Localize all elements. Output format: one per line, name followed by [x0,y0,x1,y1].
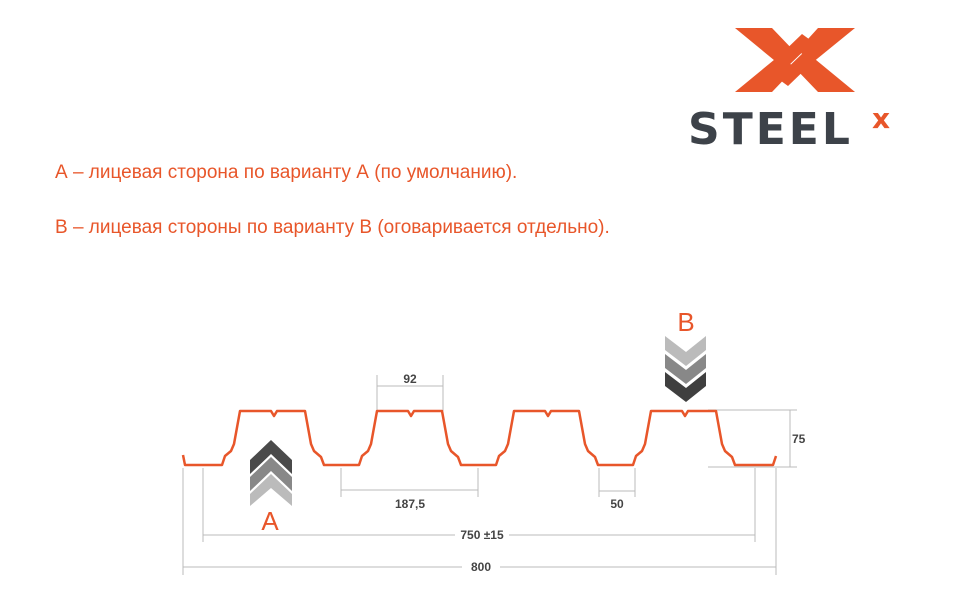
dim-height: 75 [792,432,806,446]
dim-top-width: 92 [403,372,417,386]
side-a-arrow-icon [250,440,292,506]
svg-text:x: x [872,102,890,135]
note-side-b: В – лицевая стороны по варианту В (огова… [55,217,610,238]
side-b-label: В [677,307,694,337]
side-b-arrow-icon [665,336,706,402]
steelx-logo: STEEL x [680,20,910,160]
profile-sheet-outline [181,409,778,467]
dim-bottom-width: 50 [610,497,624,511]
dim-total-width: 800 [471,560,491,574]
logo-x-mark [735,28,855,92]
note-side-a: А – лицевая сторона по варианту А (по ум… [55,162,518,183]
svg-text:STEEL: STEEL [688,104,853,155]
dimension-lines [182,375,797,575]
side-a-label: А [261,506,279,536]
dim-useful-width: 750 ±15 [460,528,504,542]
dim-pitch: 187,5 [395,497,425,511]
